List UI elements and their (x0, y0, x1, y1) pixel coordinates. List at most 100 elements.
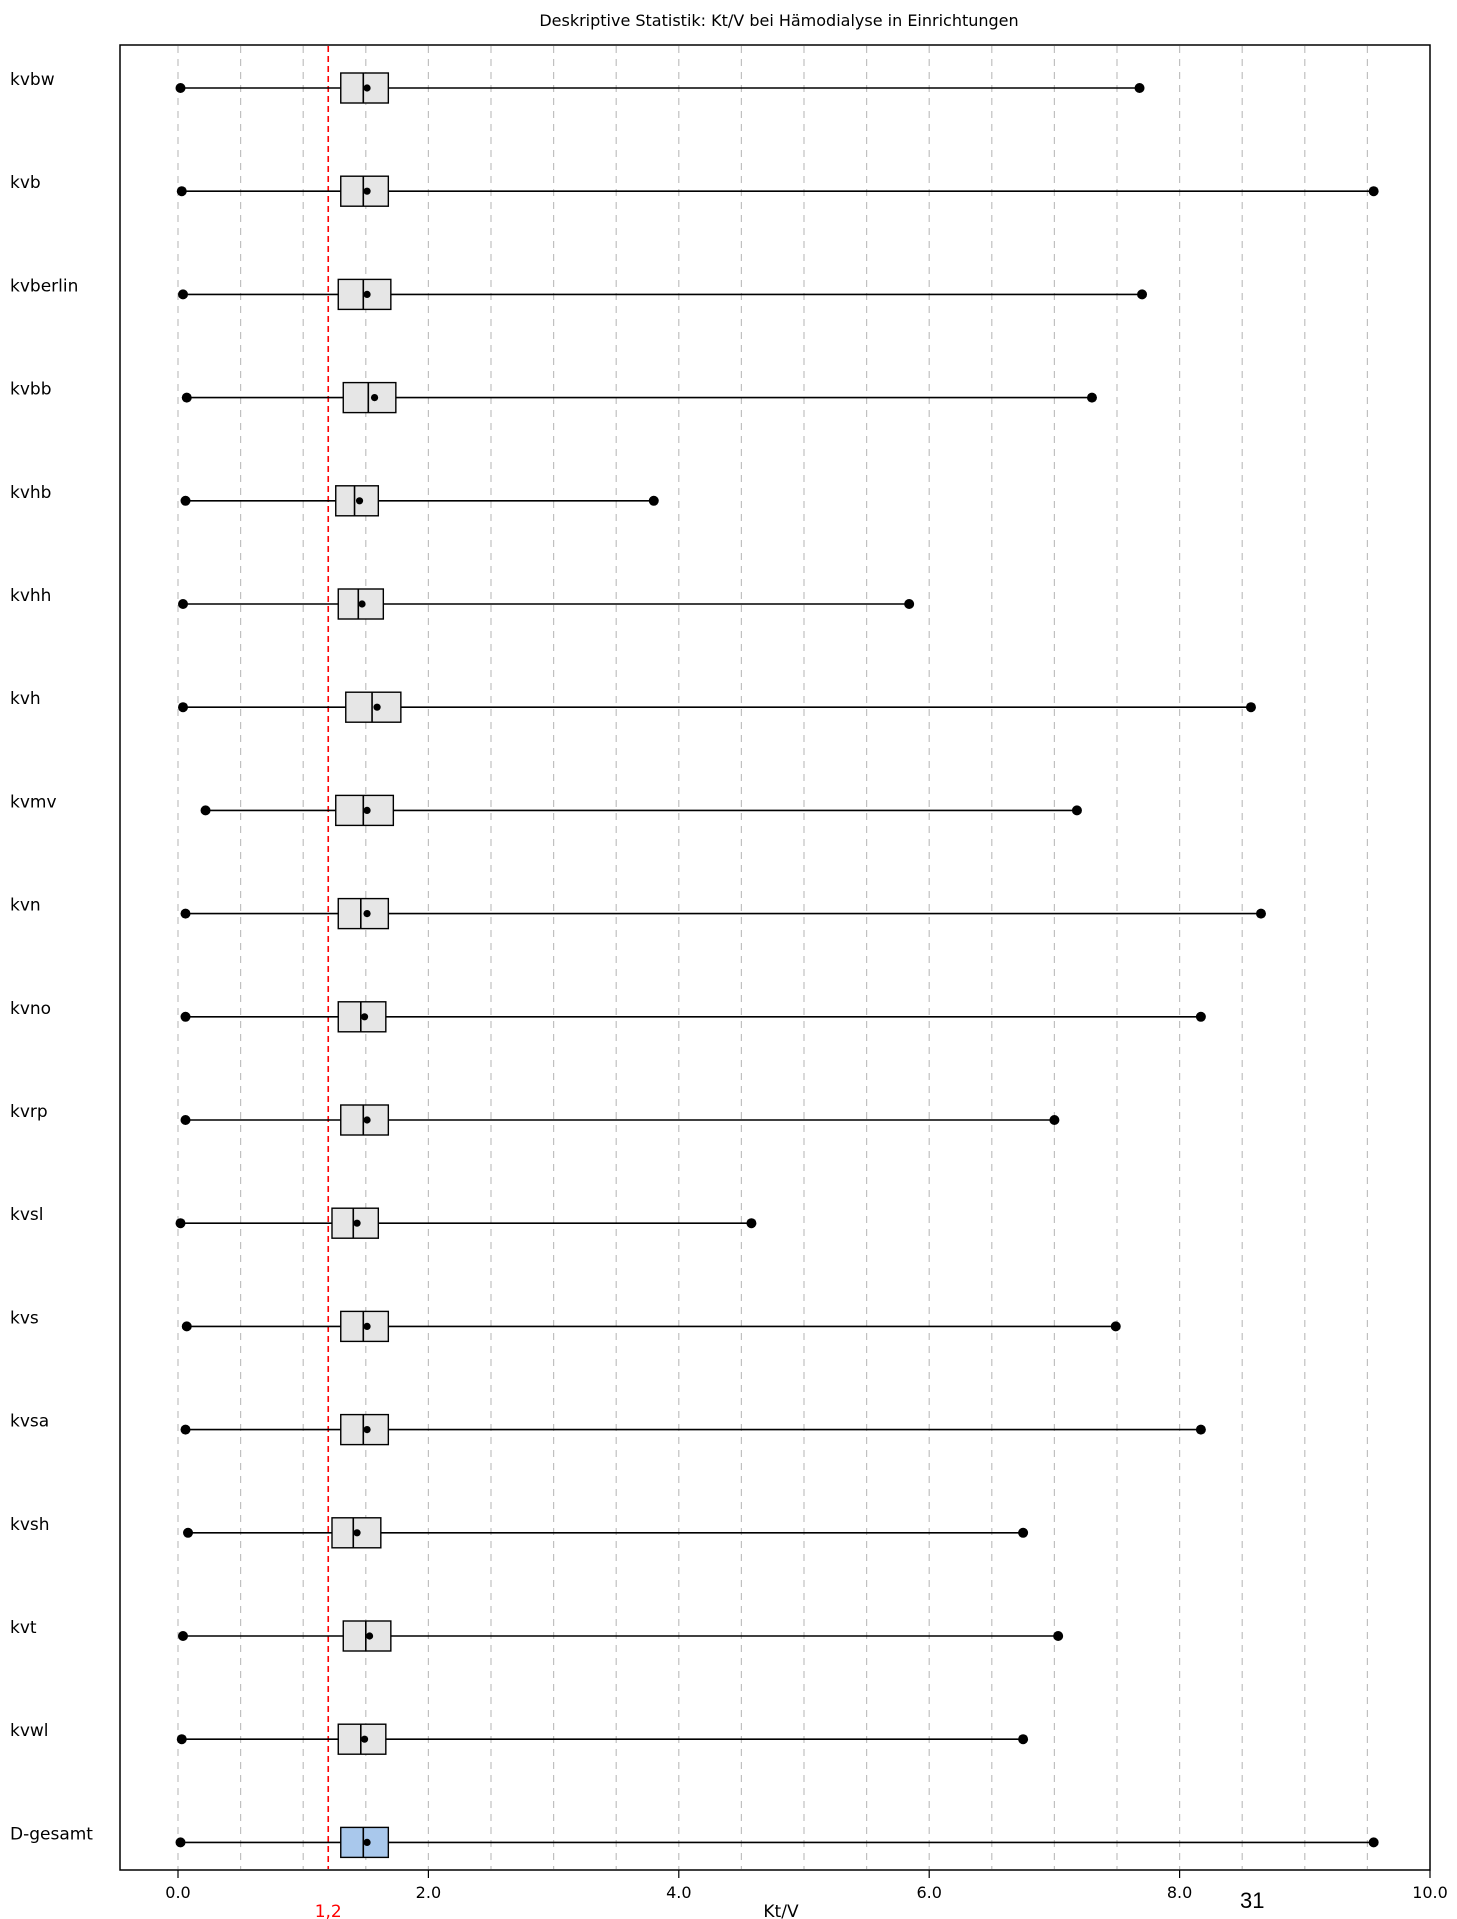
category-label: kvh (10, 689, 41, 709)
boxplot-series (183, 1517, 1029, 1549)
category-label: kvsl (10, 1205, 44, 1225)
category-label: kvbw (10, 70, 55, 90)
max-point (1195, 1011, 1206, 1022)
reference-line-group: 1,2 (315, 46, 342, 1919)
plot-frame (119, 44, 1431, 1871)
x-tick-label: 0.0 (165, 1883, 190, 1902)
max-point (1137, 289, 1148, 300)
min-point (180, 495, 191, 506)
boxplot-series (178, 1620, 1064, 1652)
mean-point (353, 1219, 361, 1227)
mean-point (353, 1529, 361, 1537)
mean-point (363, 806, 371, 815)
mean-point (373, 703, 381, 711)
mean-point (360, 1013, 369, 1021)
category-label: kvwl (10, 1721, 49, 1741)
category-label: kvhb (10, 483, 51, 503)
min-point (180, 1011, 191, 1022)
max-point (1245, 702, 1256, 713)
category-label: kvt (10, 1618, 37, 1638)
boxplot-series (200, 794, 1082, 827)
series-group (175, 72, 1379, 1859)
box (342, 381, 397, 414)
min-point (178, 599, 189, 609)
mean-point (363, 1322, 371, 1330)
boxplot-series (178, 691, 1256, 723)
category-label: kvsa (10, 1412, 49, 1432)
category-label: kvbb (10, 380, 52, 400)
min-point (178, 702, 189, 713)
max-point (1049, 1115, 1060, 1125)
category-label: kvmv (10, 792, 57, 812)
category-label: D-gesamt (10, 1824, 93, 1844)
boxplot-series (176, 1723, 1029, 1755)
max-point (1195, 1424, 1206, 1435)
boxplot-series (181, 1310, 1121, 1343)
boxplot-series (180, 1001, 1206, 1033)
category-label: kvn (10, 896, 41, 916)
mean-point (363, 187, 371, 195)
boxplot-series (181, 381, 1097, 414)
boxplot-series (178, 278, 1148, 311)
max-point (1071, 805, 1082, 816)
min-point (175, 1218, 186, 1229)
max-point (904, 599, 915, 609)
boxplot-series (180, 485, 659, 517)
x-tick-label: 2.0 (416, 1883, 441, 1902)
x-axis-ticks: 0.0 2.0 4.0 6.0 8.0 10.0 (165, 1870, 1448, 1902)
min-point (178, 289, 189, 300)
max-point (1086, 392, 1097, 403)
x-tick-label: 8.0 (1167, 1883, 1192, 1902)
mean-point (363, 290, 371, 298)
mean-point (363, 910, 371, 918)
mean-point (363, 1838, 371, 1846)
mean-point (360, 1735, 369, 1743)
min-point (180, 1424, 191, 1435)
boxplot-series (175, 1826, 1379, 1859)
box (337, 897, 390, 930)
max-point (1134, 83, 1145, 93)
min-point (180, 908, 191, 919)
boxplot-series (175, 1207, 757, 1239)
max-point (1368, 186, 1379, 197)
max-point (1018, 1734, 1029, 1745)
boxplot-series (178, 588, 915, 620)
x-tick-label: 10.0 (1412, 1883, 1448, 1902)
mean-point (363, 1116, 371, 1124)
min-point (176, 186, 187, 197)
box (331, 1517, 382, 1549)
mean-point (358, 600, 366, 608)
max-point (1368, 1837, 1379, 1848)
x-axis-label: Kt/V (763, 1902, 799, 1919)
max-point (1255, 908, 1266, 919)
min-point (181, 1321, 192, 1332)
chart-title: Deskriptive Statistik: Kt/V bei Hämodial… (539, 11, 1018, 30)
min-point (180, 1115, 191, 1125)
grid-lines (177, 46, 1369, 1869)
max-point (746, 1218, 757, 1229)
boxplot-series (180, 897, 1266, 930)
max-point (648, 495, 659, 506)
plot-frame-group (119, 44, 1431, 1871)
category-label: kvsh (10, 1515, 50, 1535)
max-point (1110, 1321, 1121, 1332)
min-point (176, 1734, 187, 1745)
boxplot-series (180, 1104, 1060, 1136)
boxplot-series (175, 72, 1145, 104)
category-label: kvrp (10, 1102, 48, 1122)
min-point (175, 1837, 186, 1848)
min-point (183, 1527, 194, 1538)
max-point (1053, 1631, 1064, 1641)
category-label: kvno (10, 999, 51, 1019)
mean-point (363, 84, 371, 92)
boxplot-series (180, 1413, 1206, 1446)
x-tick-label: 6.0 (916, 1883, 941, 1902)
max-point (1018, 1527, 1029, 1538)
category-label: kvberlin (10, 276, 78, 296)
category-label: kvb (10, 173, 41, 193)
mean-point (370, 394, 379, 402)
box (345, 691, 402, 723)
category-label: kvhh (10, 586, 51, 606)
min-point (178, 1631, 189, 1641)
